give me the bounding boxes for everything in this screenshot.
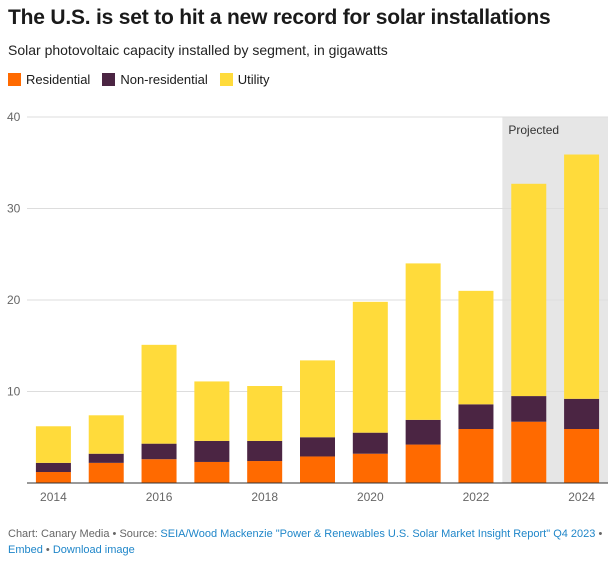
embed-link[interactable]: Embed [8,544,43,556]
download-image-link[interactable]: Download image [52,544,135,556]
bar-non-residential-2016 [141,443,177,460]
bar-residential-2021 [405,444,441,483]
legend: Residential Non-residential Utility [8,72,270,87]
footer-credit: Chart: Canary Media • Source: [8,528,161,540]
y-tick-label: 40 [7,110,21,124]
x-tick-label: 2024 [568,490,595,504]
chart-footer: Chart: Canary Media • Source: SEIA/Wood … [8,526,603,558]
bar-residential-2015 [88,462,124,483]
legend-label-utility: Utility [237,72,270,87]
bar-non-residential-2021 [405,419,441,445]
bar-utility-2023 [511,183,547,397]
bar-non-residential-2015 [88,453,124,463]
legend-swatch-residential [8,73,21,86]
x-tick-label: 2014 [40,490,67,504]
legend-item-residential: Residential [8,72,90,87]
y-tick-label: 10 [7,385,21,399]
footer-separator: • [595,528,603,540]
bar-utility-2018 [247,386,283,441]
y-tick-label: 20 [7,293,21,307]
chart-title: The U.S. is set to hit a new record for … [8,6,551,29]
bar-utility-2020 [352,301,388,433]
bar-utility-2024 [564,154,600,399]
bar-residential-2017 [194,461,230,483]
legend-label-non-residential: Non-residential [120,72,208,87]
bar-utility-2019 [300,360,335,438]
bar-residential-2019 [300,456,335,483]
stacked-bar-chart: Projected 10 20 30 40 2014 2016 2018 2020 2022 202… [7,110,608,504]
legend-swatch-non-residential [102,73,116,86]
bar-utility-2021 [405,263,441,420]
bar-utility-2022 [458,290,494,405]
bar-non-residential-2023 [511,396,547,422]
x-tick-label: 2018 [251,490,278,504]
bar-utility-2017 [194,381,230,441]
bar-non-residential-2019 [300,437,335,457]
bar-non-residential-2024 [564,398,600,430]
bar-utility-2015 [88,415,124,454]
bar-non-residential-2017 [194,440,230,462]
x-tick-label: 2022 [463,490,490,504]
bar-non-residential-2020 [352,432,388,454]
bar-residential-2018 [247,461,283,483]
bar-residential-2023 [511,421,547,483]
legend-swatch-utility [219,73,233,86]
legend-item-utility: Utility [219,72,270,87]
x-tick-label: 2016 [146,490,173,504]
chart-subtitle: Solar photovoltaic capacity installed by… [8,42,388,58]
bar-non-residential-2022 [458,404,494,430]
bar-residential-2024 [564,429,600,483]
bar-non-residential-2014 [35,462,71,473]
bar-residential-2022 [458,429,494,483]
bar-residential-2014 [35,472,71,483]
legend-label-residential: Residential [26,72,91,87]
bar-residential-2016 [141,459,177,483]
y-tick-label: 30 [7,202,21,216]
footer-separator-2: • [42,544,53,556]
bar-non-residential-2018 [247,440,283,462]
projected-label: Projected [508,123,559,137]
bar-residential-2020 [352,453,388,483]
legend-item-non-residential: Non-residential [102,72,208,87]
source-link[interactable]: SEIA/Wood Mackenzie "Power & Renewables … [160,528,596,540]
x-tick-label: 2020 [357,490,384,504]
bar-utility-2014 [35,426,71,463]
bar-utility-2016 [141,344,177,444]
